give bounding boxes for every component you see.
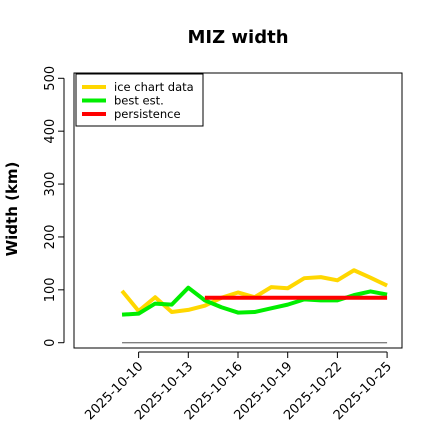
y-tick-label: 400 (43, 119, 58, 144)
y-tick-label: 0 (43, 339, 58, 347)
chart-title: MIZ width (187, 27, 288, 48)
y-tick-label: 500 (43, 66, 58, 91)
plot-frame (73, 72, 403, 349)
y-tick-label: 100 (43, 277, 58, 302)
legend-label: persistence (114, 107, 181, 121)
legend-label: ice chart data (114, 80, 194, 94)
y-tick-label: 200 (43, 225, 58, 250)
y-tick-label: 300 (43, 172, 58, 197)
y-axis-label: Width (km) (3, 162, 21, 257)
legend-label: best est. (114, 94, 164, 108)
